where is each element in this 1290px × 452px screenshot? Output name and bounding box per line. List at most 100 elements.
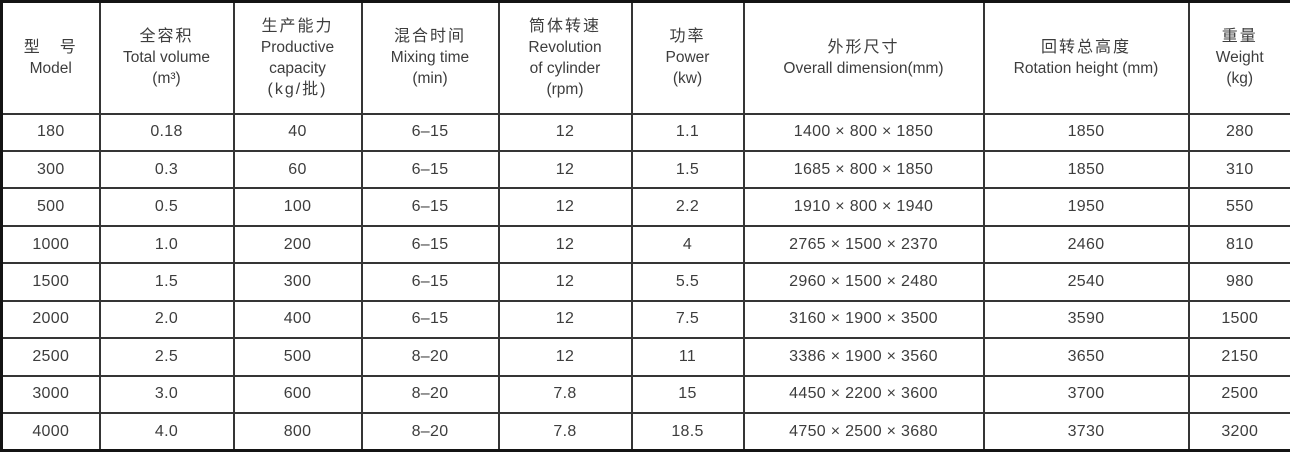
table-cell: 980 [1187,262,1290,302]
table-cell: 1500 [1187,299,1290,340]
table-cell: 4 [630,224,745,265]
header-line: Revolution [528,38,602,56]
table-cell: 1850 [982,112,1190,152]
header-line: (rpm) [546,80,584,98]
table-cell: 800 [232,412,363,452]
header-line: capacity [269,59,326,77]
header-line: 型 号 [23,38,78,56]
table-cell: 3000 [0,374,101,415]
header-line: Total volume [122,49,210,67]
header-line: Weight [1215,49,1264,67]
table-cell: 3730 [982,412,1190,452]
table-cell: 1850 [982,149,1190,190]
table-row: 4000 4.0 800 8–20 7.8 18.5 4750 × 2500 × 3680 3… [0,412,1290,452]
header-line: Productive [260,38,335,56]
table-cell: 15 [630,374,745,415]
table-cell: 550 [1187,187,1290,227]
table-cell: 2.0 [98,299,235,340]
table-cell: 3386 × 1900 × 3560 [742,337,985,377]
table-cell: 6–15 [360,224,500,265]
table-cell: 300 [232,262,363,302]
table-cell: 8–20 [360,412,500,452]
table-cell: 12 [497,262,633,302]
table-cell: 0.5 [98,187,235,227]
header-line: Model [29,59,72,77]
table-cell: 40 [232,112,363,152]
header-line: 回转总高度 [1040,38,1131,56]
table-cell: 100 [232,187,363,227]
column-header: 型 号 Model [0,0,101,115]
table-cell: 1500 [0,262,101,302]
table-cell: 4000 [0,412,101,452]
table-row: 180 0.18 40 6–15 12 1.1 1400 × 800 × 1850 1850 2… [0,112,1290,152]
table-cell: 2.2 [630,187,745,227]
table-cell: 180 [0,112,101,152]
header-line: Mixing time [390,49,470,67]
table-cell: 3160 × 1900 × 3500 [742,299,985,340]
table-cell: 12 [497,112,633,152]
table-cell: 1000 [0,224,101,265]
column-header: 重量 Weight (kg) [1187,0,1290,115]
table-cell: 1.1 [630,112,745,152]
table-cell: 3700 [982,374,1190,415]
table-cell: 2460 [982,224,1190,265]
table-cell: 2000 [0,299,101,340]
table-row: 1500 1.5 300 6–15 12 5.5 2960 × 1500 × 2480 254… [0,262,1290,302]
table-cell: 300 [0,149,101,190]
table-cell: 2.5 [98,337,235,377]
table-cell: 280 [1187,112,1290,152]
table-cell: 6–15 [360,262,500,302]
table-row: 2000 2.0 400 6–15 12 7.5 3160 × 1900 × 3500 359… [0,299,1290,340]
table-cell: 1950 [982,187,1190,227]
table-cell: 60 [232,149,363,190]
header-line: (min) [412,70,448,88]
table-cell: 12 [497,187,633,227]
header-line: 重量 [1221,28,1258,46]
table-cell: 18.5 [630,412,745,452]
table-cell: 12 [497,337,633,377]
header-line: 外形尺寸 [827,38,900,56]
table-cell: 5.5 [630,262,745,302]
header-line: Overall dimension(mm) [783,59,944,77]
table-cell: 3650 [982,337,1190,377]
table-cell: 6–15 [360,299,500,340]
table-cell: 600 [232,374,363,415]
table-cell: 4750 × 2500 × 3680 [742,412,985,452]
table-cell: 2765 × 1500 × 2370 [742,224,985,265]
header-line: 生产能力 [261,17,334,35]
header-line: (kg) [1226,70,1254,88]
table-cell: 310 [1187,149,1290,190]
table-cell: 1.0 [98,224,235,265]
table-cell: 1.5 [98,262,235,302]
table-cell: 200 [232,224,363,265]
table-cell: 7.5 [630,299,745,340]
table-cell: 6–15 [360,187,500,227]
table-row: 300 0.3 60 6–15 12 1.5 1685 × 800 × 1850 1850 31… [0,149,1290,190]
column-header: 筒体转速 Revolution of cylinder (rpm) [497,0,633,115]
header-line: (kw) [672,70,703,88]
header-line: (kg/批) [267,80,328,98]
table-cell: 11 [630,337,745,377]
column-header: 回转总高度 Rotation height (mm) [982,0,1190,115]
column-header: 全容积 Total volume (m³) [98,0,235,115]
table-cell: 2960 × 1500 × 2480 [742,262,985,302]
table-cell: 1685 × 800 × 1850 [742,149,985,190]
column-header: 外形尺寸 Overall dimension(mm) [742,0,985,115]
column-header: 混合时间 Mixing time (min) [360,0,500,115]
table-cell: 2500 [1187,374,1290,415]
column-header: 生产能力 Productive capacity (kg/批) [232,0,363,115]
header-row: 型 号 Model 全容积 Total volume (m³) 生产能力 Productiv… [0,0,1290,115]
header-line: Power [665,49,710,67]
table-cell: 2540 [982,262,1190,302]
column-header: 功率 Power (kw) [630,0,745,115]
header-line: (m³) [152,70,181,88]
table-cell: 810 [1187,224,1290,265]
table-cell: 4450 × 2200 × 3600 [742,374,985,415]
table-cell: 12 [497,299,633,340]
table-cell: 12 [497,149,633,190]
table-cell: 0.3 [98,149,235,190]
table-cell: 3200 [1187,412,1290,452]
table-cell: 400 [232,299,363,340]
header-line: 功率 [669,28,706,46]
